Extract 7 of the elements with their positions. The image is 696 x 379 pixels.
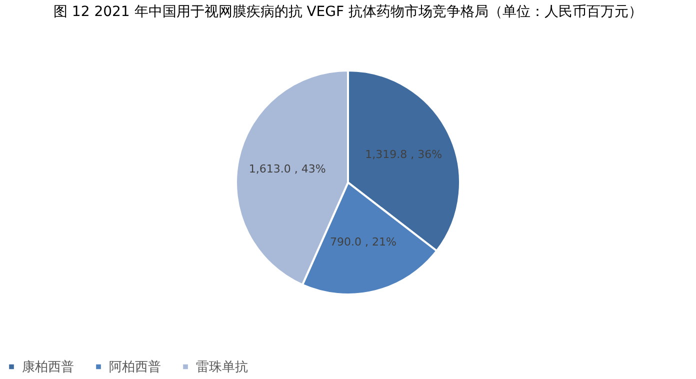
- chart-title: 图 12 2021 年中国用于视网膜疾病的抗 VEGF 抗体药物市场竞争格局（单位：人民币百万元）: [53, 4, 643, 20]
- legend-label: 康柏西普: [22, 358, 74, 375]
- legend-label: 雷珠单抗: [196, 360, 248, 375]
- data-label: 790.0 , 21%: [330, 236, 396, 249]
- data-label: 1,319.8 , 36%: [365, 148, 442, 162]
- legend-label: 阿柏西普: [109, 358, 161, 375]
- data-label: 1,613.0 , 43%: [248, 162, 326, 176]
